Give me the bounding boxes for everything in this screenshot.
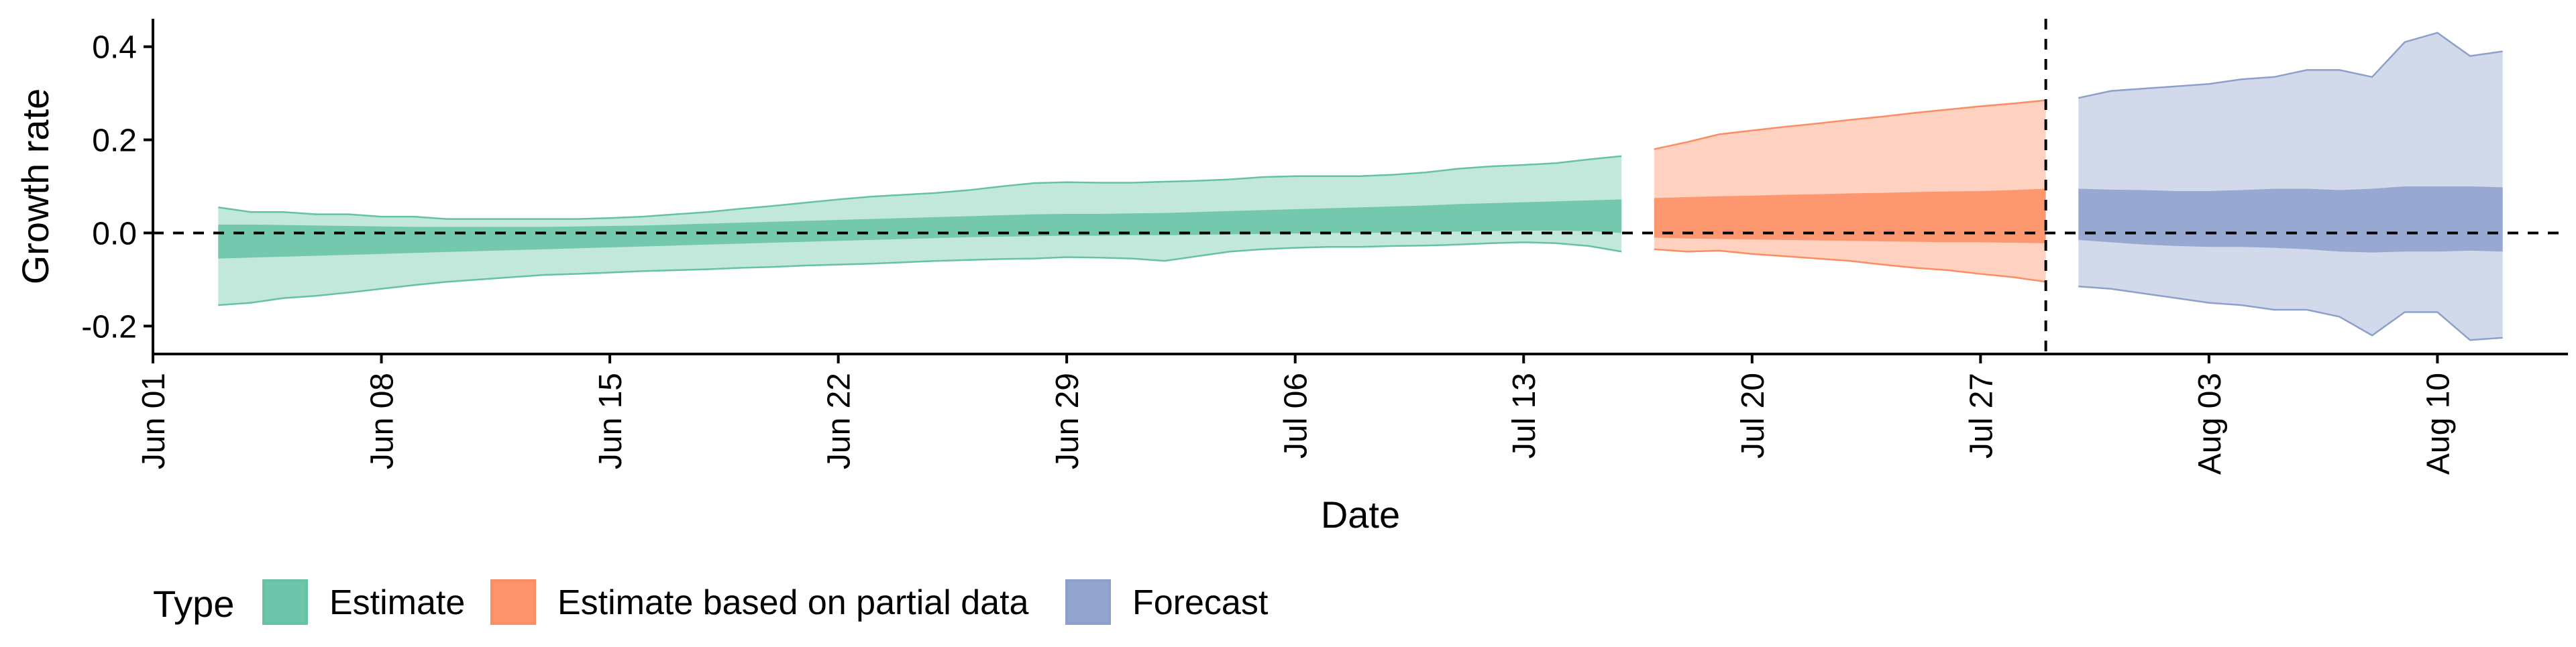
x-tick-label: Jun 22: [822, 373, 857, 469]
forecast-50-band: [2078, 186, 2503, 253]
y-tick-label: 0.4: [92, 30, 137, 66]
forecast-upper-edge: [2078, 32, 2503, 99]
reference-lines: [153, 19, 2568, 354]
x-tick-label: Jun 29: [1050, 373, 1085, 469]
legend-key-estimate-based-on-partial-data: [490, 579, 536, 625]
legend-label-estimate: Estimate: [329, 583, 465, 622]
y-tick-label: 0.2: [92, 123, 137, 159]
series-bands: [218, 32, 2503, 341]
estimate-based-on-partial-data-50-band: [1654, 188, 2046, 243]
estimate-based-on-partial-data-lower-edge: [1654, 248, 2046, 283]
estimate-based-on-partial-data-upper-edge: [1654, 99, 2046, 150]
x-tick-label: Jul 20: [1735, 373, 1771, 459]
axes: -0.2 0.0 0.2 0.4 Jun 01 Jun 08 Jun 15 Jun 22 Jun…: [81, 19, 2568, 475]
estimate-lower-edge: [218, 241, 1622, 306]
legend-label-forecast: Forecast: [1132, 583, 1269, 622]
legend-key-estimate: [262, 579, 308, 625]
forecast-90-band: [2078, 32, 2503, 341]
legend: Type Estimate Estimate based on partial d…: [153, 579, 1269, 625]
x-tick-label: Jun 01: [136, 373, 172, 469]
y-tick-label: 0.0: [92, 216, 137, 251]
estimate-50-band: [218, 199, 1622, 259]
forecast-lower-edge: [2078, 286, 2503, 341]
x-tick-label: Aug 10: [2420, 373, 2456, 475]
x-tick-label: Jul 27: [1964, 373, 1999, 459]
x-tick-label: Jun 15: [593, 373, 629, 469]
y-tick-label: -0.2: [81, 309, 137, 345]
estimate-upper-edge: [218, 155, 1622, 220]
legend-label-estimate-based-on-partial-data: Estimate based on partial data: [557, 583, 1029, 622]
x-tick-label: Jun 08: [365, 373, 400, 469]
x-axis-title: Date: [1321, 493, 1400, 536]
y-axis-title: Growth rate: [14, 89, 56, 285]
x-tick-label: Aug 03: [2192, 373, 2228, 475]
x-tick-label: Jul 13: [1507, 373, 1542, 459]
legend-key-forecast: [1065, 579, 1111, 625]
x-tick-label: Jul 06: [1279, 373, 1314, 459]
legend-title: Type: [153, 583, 234, 625]
